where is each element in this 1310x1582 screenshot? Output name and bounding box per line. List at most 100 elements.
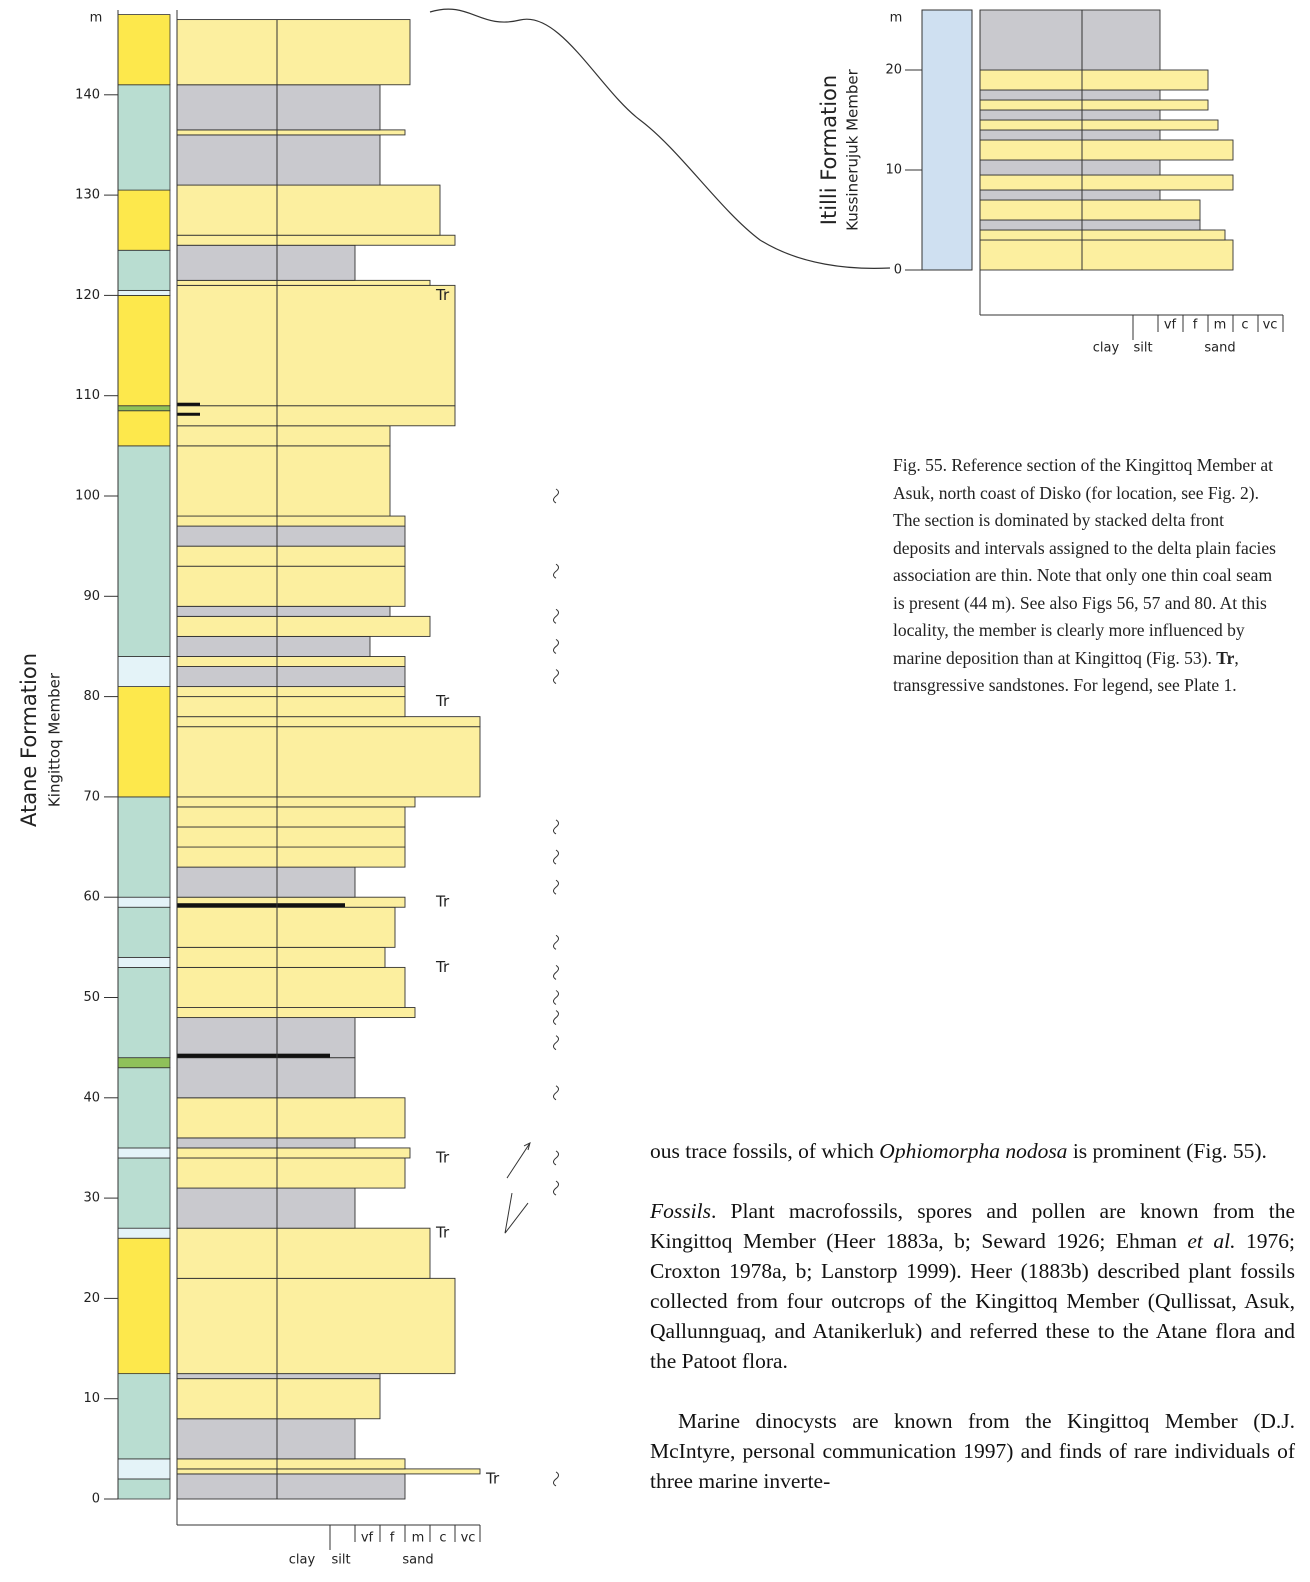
- bed: [177, 526, 405, 546]
- grain-class: c: [439, 1531, 446, 1546]
- facies-band: [118, 85, 170, 190]
- caption-text: Fig. 55. Reference section of the Kingit…: [893, 455, 1276, 668]
- paragraph: Marine dinocysts are known from the King…: [650, 1406, 1295, 1496]
- facies-band: [922, 10, 972, 270]
- facies-band: [118, 406, 170, 411]
- tr-label: Tr: [435, 286, 450, 304]
- bed: [177, 807, 405, 827]
- bed: [177, 717, 480, 727]
- bed: [980, 230, 1225, 240]
- facies-band: [118, 907, 170, 957]
- tick-label: 40: [83, 1090, 100, 1105]
- bed: [980, 130, 1160, 140]
- bed: [177, 827, 405, 847]
- bed: [177, 1374, 380, 1379]
- bed: [177, 446, 390, 516]
- arrow: [505, 1143, 530, 1233]
- tick-label: 130: [75, 188, 100, 203]
- facies-band: [118, 1158, 170, 1228]
- bed: [177, 1018, 355, 1058]
- bed: [980, 70, 1208, 90]
- bed: [177, 947, 385, 967]
- bed: [177, 130, 405, 135]
- trace-fossil: [554, 935, 559, 949]
- bed: [980, 140, 1233, 160]
- facies-band: [118, 411, 170, 446]
- bed: [177, 1228, 430, 1278]
- bed: [177, 245, 355, 280]
- trace-fossil: [554, 1036, 559, 1050]
- italic: et al.: [1187, 1229, 1235, 1253]
- bed: [980, 120, 1218, 130]
- tick-label: 100: [75, 489, 100, 504]
- tick-label: 50: [83, 990, 100, 1005]
- formation-label: Itilli Formation: [817, 75, 841, 225]
- bed: [177, 847, 405, 867]
- bed: [177, 967, 405, 1007]
- facies-band: [118, 897, 170, 907]
- tr-label: Tr: [485, 1469, 500, 1487]
- coal: [177, 413, 200, 416]
- bed: [177, 907, 395, 947]
- trace-fossil: [554, 1011, 559, 1025]
- tick-label: 120: [75, 288, 100, 303]
- grain-class: vf: [1164, 318, 1177, 333]
- trace-fossil: [554, 820, 559, 834]
- tick-label: 60: [83, 890, 100, 905]
- tr-label: Tr: [435, 958, 450, 976]
- facies-band: [118, 15, 170, 85]
- bed: [177, 1098, 405, 1138]
- grain-class: vc: [461, 1531, 476, 1546]
- coal: [177, 403, 200, 406]
- bed: [980, 90, 1160, 100]
- bed: [980, 175, 1233, 190]
- grain-class: f: [1193, 318, 1198, 333]
- tick-label: 140: [75, 87, 100, 102]
- bed: [177, 1058, 355, 1098]
- bed: [177, 285, 455, 405]
- facies-band: [118, 190, 170, 250]
- facies-band: [118, 295, 170, 405]
- trace-fossil: [554, 965, 559, 979]
- bed: [980, 110, 1160, 120]
- bed: [177, 616, 430, 636]
- bed: [980, 10, 1160, 70]
- unit-label: m: [890, 11, 903, 26]
- facies-band: [118, 290, 170, 295]
- grain-class: vc: [1263, 318, 1278, 333]
- facies-band: [118, 1238, 170, 1373]
- italic: Ophiomorpha nodosa: [879, 1139, 1067, 1163]
- facies-band: [118, 957, 170, 967]
- facies-band: [118, 250, 170, 290]
- facies-band: [118, 687, 170, 797]
- bed: [177, 636, 370, 656]
- member-label: Kingittoq Member: [46, 672, 64, 807]
- tick-label: 80: [83, 689, 100, 704]
- bed: [177, 85, 380, 130]
- bed: [177, 727, 480, 797]
- bed: [177, 1419, 355, 1459]
- formation-label: Atane Formation: [17, 653, 41, 827]
- bed: [177, 566, 405, 606]
- grain-label: silt: [331, 1553, 350, 1568]
- bed: [177, 1158, 405, 1188]
- coal: [177, 1054, 330, 1058]
- page: Atane Formation Kingittoq Member m Itill…: [0, 0, 1310, 1582]
- tr-label: Tr: [435, 1148, 450, 1166]
- paragraph: Fossils. Plant macrofossils, spores and …: [650, 1196, 1295, 1376]
- grain-class: c: [1241, 318, 1248, 333]
- bed: [980, 190, 1160, 200]
- grain-class: m: [1214, 318, 1227, 333]
- bed: [177, 1188, 355, 1228]
- tick-label: 0: [894, 263, 902, 278]
- facies-band: [118, 797, 170, 897]
- grain-class: vf: [361, 1531, 374, 1546]
- tick-label: 70: [83, 789, 100, 804]
- facies-band: [118, 1228, 170, 1238]
- grain-label: clay: [289, 1553, 316, 1568]
- tr-label: Tr: [435, 1224, 450, 1242]
- bed: [177, 1008, 415, 1018]
- bed: [177, 546, 405, 566]
- bed: [177, 1379, 380, 1419]
- grain-class: f: [390, 1531, 395, 1546]
